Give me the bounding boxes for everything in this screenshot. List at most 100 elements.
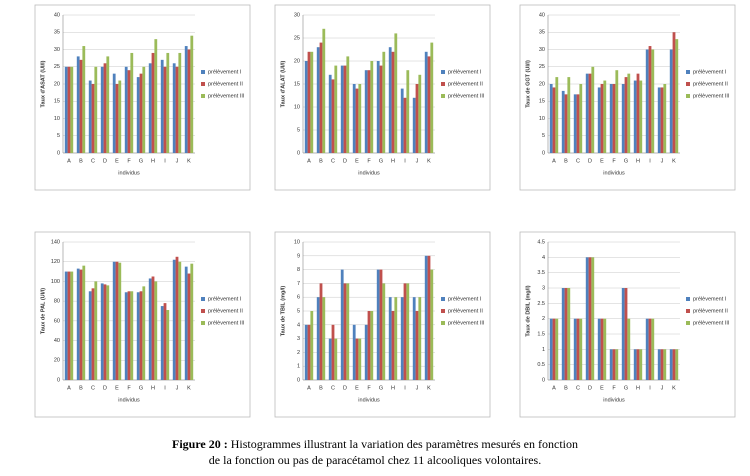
bar: [370, 311, 374, 380]
bar: [588, 257, 592, 380]
bar: [172, 259, 176, 380]
bar: [103, 284, 107, 380]
legend-label: prélèvement I: [208, 69, 242, 75]
bar: [67, 271, 71, 380]
bar: [657, 87, 661, 153]
bar: [615, 70, 619, 153]
x-axis-label: individus: [603, 170, 625, 176]
caption-text: de la fonction ou pas de paracétamol che…: [208, 453, 542, 467]
bar: [190, 263, 194, 380]
bar: [175, 256, 179, 380]
caption-label: Figure 20 :: [171, 437, 228, 451]
y-tick-label: 100: [51, 279, 60, 285]
x-tick-label: I: [404, 385, 406, 391]
legend-swatch: [201, 70, 205, 74]
bar: [600, 84, 604, 153]
x-tick-label: C: [91, 158, 95, 164]
caption-line: Figure 20 : Histogrammes illustrant la v…: [0, 436, 750, 452]
x-tick-label: A: [552, 385, 556, 391]
y-tick-label: 20: [54, 81, 60, 87]
bar: [379, 65, 383, 153]
bar: [627, 73, 631, 153]
x-tick-label: E: [115, 158, 119, 164]
legend-label: prélèvement III: [448, 320, 485, 326]
y-tick-label: 15: [54, 99, 60, 105]
bar: [675, 349, 679, 380]
x-axis-label: individus: [358, 170, 380, 176]
bar: [576, 318, 580, 380]
y-axis-label: Taux de PAL (UI/l): [40, 288, 46, 334]
x-tick-label: J: [661, 158, 664, 164]
x-tick-label: I: [164, 385, 166, 391]
bar: [549, 318, 553, 380]
bar: [624, 77, 628, 153]
bar: [367, 311, 371, 380]
bar: [304, 324, 308, 380]
bar: [621, 288, 625, 380]
bar: [648, 46, 652, 153]
bar: [415, 311, 419, 380]
y-tick-label: 10: [539, 116, 545, 122]
x-axis-label: individus: [118, 170, 140, 176]
x-tick-label: J: [416, 385, 419, 391]
bar: [346, 283, 350, 380]
y-tick-label: 120: [51, 259, 60, 265]
bar: [70, 271, 74, 380]
bar: [343, 283, 347, 380]
legend-swatch: [441, 321, 445, 325]
bar: [564, 288, 568, 380]
y-tick-label: 60: [54, 318, 60, 324]
x-tick-label: G: [379, 158, 383, 164]
bar: [663, 349, 667, 380]
legend-label: prélèvement II: [693, 308, 728, 314]
y-tick-label: 6: [297, 295, 300, 301]
bar: [427, 56, 431, 153]
legend-label: prélèvement III: [693, 93, 730, 99]
y-tick-label: 1.5: [537, 331, 545, 337]
y-tick-label: 4: [297, 322, 300, 328]
bar: [187, 273, 191, 380]
x-tick-label: K: [187, 385, 191, 391]
bar: [585, 73, 589, 153]
bar: [358, 84, 362, 153]
x-tick-label: G: [624, 158, 628, 164]
x-tick-label: E: [600, 158, 604, 164]
bar: [166, 52, 170, 154]
x-tick-label: B: [564, 158, 568, 164]
bar: [139, 73, 143, 153]
bar: [427, 255, 431, 380]
bar: [358, 338, 362, 380]
bar: [142, 66, 146, 153]
bar: [136, 292, 140, 380]
bar: [636, 349, 640, 380]
bar: [639, 80, 643, 153]
y-tick-label: 25: [294, 35, 300, 41]
bar: [343, 65, 347, 153]
y-tick-label: 0.5: [537, 362, 545, 368]
bar: [310, 311, 314, 380]
legend-swatch: [686, 309, 690, 313]
bar: [334, 338, 338, 380]
bar: [388, 297, 392, 380]
x-tick-label: J: [661, 385, 664, 391]
legend-label: prélèvement I: [448, 69, 482, 75]
bar: [600, 318, 604, 380]
bar: [106, 56, 110, 153]
bar: [624, 288, 628, 380]
bar: [633, 80, 637, 153]
bar: [394, 33, 398, 153]
bar: [163, 66, 167, 153]
bar: [175, 66, 179, 153]
bar: [430, 42, 434, 153]
y-tick-label: 5: [542, 133, 545, 139]
bar: [100, 66, 104, 153]
x-tick-label: H: [151, 158, 155, 164]
bar: [645, 318, 649, 380]
caption: Figure 20 : Histogrammes illustrant la v…: [0, 436, 750, 468]
bar: [576, 94, 580, 153]
bar: [424, 51, 428, 153]
legend-label: prélèvement I: [693, 69, 727, 75]
bar: [82, 46, 86, 153]
